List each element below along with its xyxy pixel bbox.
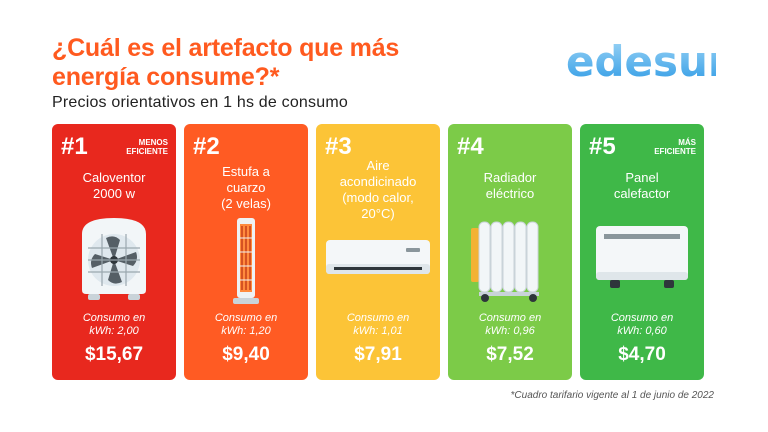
consumption-label: Consumo en kWh: 0,96 <box>478 312 542 337</box>
card-radiador: #4 Radiador eléctrico Consumo en kWh: 0,… <box>448 124 572 380</box>
footnote: *Cuadro tarifario vigente al 1 de junio … <box>510 390 714 401</box>
panel-heater-icon <box>580 226 704 295</box>
price-value: $7,91 <box>354 344 402 365</box>
appliance-name: Panel calefactor <box>613 170 671 201</box>
consumption-label: Consumo en kWh: 1,01 <box>346 312 410 337</box>
appliance-cards: #1 MENOS EFICIENTE Caloventor 2000 w <box>52 124 716 380</box>
card-rank: #4 <box>457 133 484 160</box>
fan-heater-icon <box>52 216 176 307</box>
card-rank: #5 <box>589 133 616 160</box>
page-subtitle: Precios orientativos en 1 hs de consumo <box>52 94 348 111</box>
consumption-label: Consumo en kWh: 2,00 <box>82 312 146 337</box>
logo-text: edesur <box>566 40 716 84</box>
air-conditioner-icon <box>316 240 440 283</box>
price-value: $7,52 <box>486 344 534 365</box>
efficiency-tag: MÁS EFICIENTE <box>654 138 696 156</box>
card-panel-calefactor: #5 MÁS EFICIENTE Panel calefactor Consum… <box>580 124 704 380</box>
card-rank: #2 <box>193 133 220 160</box>
consumption-label: Consumo en kWh: 0,60 <box>610 312 674 337</box>
card-rank: #3 <box>325 133 352 160</box>
page-title: ¿Cuál es el artefacto que más energía co… <box>52 34 400 91</box>
card-caloventor: #1 MENOS EFICIENTE Caloventor 2000 w <box>52 124 176 380</box>
card-aire-acondicionado: #3 Aire acondicinado (modo calor, 20°C) … <box>316 124 440 380</box>
card-rank: #1 <box>61 133 88 160</box>
appliance-name: Estufa a cuarzo (2 velas) <box>221 164 271 211</box>
card-estufa-cuarzo: #2 Estufa a cuarzo (2 velas) Consumo en … <box>184 124 308 380</box>
appliance-name: Radiador eléctrico <box>483 170 537 201</box>
edesur-logo: edesur <box>566 40 716 84</box>
price-value: $4,70 <box>618 344 666 365</box>
quartz-heater-icon <box>184 218 308 311</box>
appliance-name: Caloventor 2000 w <box>82 170 146 201</box>
efficiency-tag: MENOS EFICIENTE <box>126 138 168 156</box>
price-value: $9,40 <box>222 344 270 365</box>
consumption-label: Consumo en kWh: 1,20 <box>214 312 278 337</box>
price-value: $15,67 <box>84 344 144 365</box>
oil-radiator-icon <box>448 218 572 309</box>
appliance-name: Aire acondicinado (modo calor, 20°C) <box>339 158 417 221</box>
